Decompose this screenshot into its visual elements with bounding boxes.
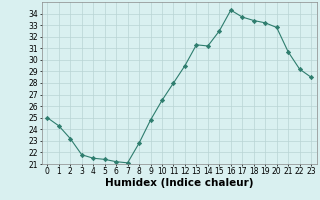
X-axis label: Humidex (Indice chaleur): Humidex (Indice chaleur): [105, 178, 253, 188]
